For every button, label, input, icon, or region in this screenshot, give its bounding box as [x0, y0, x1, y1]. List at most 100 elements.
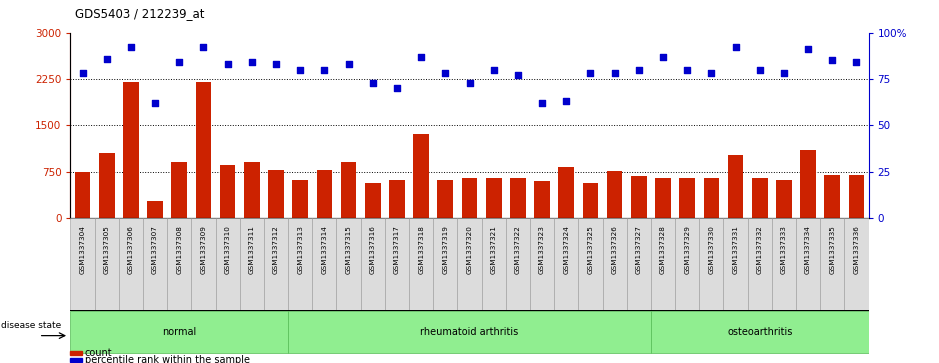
Text: rheumatoid arthritis: rheumatoid arthritis: [421, 327, 518, 337]
Bar: [820, 218, 844, 310]
Point: [123, 45, 138, 50]
Bar: [631, 176, 647, 218]
Bar: [70, 218, 95, 310]
Text: GSM1337320: GSM1337320: [467, 225, 472, 274]
Bar: [147, 200, 163, 218]
Bar: [167, 218, 192, 310]
Point: [390, 85, 405, 91]
Point: [534, 100, 549, 106]
Bar: [433, 218, 457, 310]
Text: GSM1337329: GSM1337329: [685, 225, 690, 274]
Bar: [534, 181, 550, 218]
Bar: [365, 183, 380, 218]
Bar: [728, 155, 744, 218]
Bar: [119, 218, 143, 310]
Point: [752, 67, 767, 73]
Point: [220, 61, 235, 67]
Point: [269, 61, 284, 67]
Bar: [679, 178, 695, 218]
Point: [196, 45, 211, 50]
Bar: [244, 162, 260, 218]
Text: GSM1337331: GSM1337331: [732, 225, 739, 274]
Bar: [607, 171, 623, 218]
Bar: [700, 218, 723, 310]
Bar: [559, 167, 574, 218]
Point: [583, 70, 598, 76]
Text: GSM1337318: GSM1337318: [418, 225, 424, 274]
Bar: [95, 218, 119, 310]
Bar: [578, 218, 603, 310]
Point: [728, 45, 743, 50]
Text: GSM1337325: GSM1337325: [588, 225, 593, 274]
Text: GSM1337319: GSM1337319: [442, 225, 448, 274]
Text: GSM1337324: GSM1337324: [563, 225, 569, 274]
Bar: [651, 218, 675, 310]
Bar: [269, 170, 284, 218]
Text: GSM1337310: GSM1337310: [224, 225, 231, 274]
Bar: [482, 218, 506, 310]
Bar: [99, 153, 115, 218]
Bar: [385, 218, 409, 310]
Point: [365, 80, 380, 86]
Bar: [438, 180, 454, 218]
Text: GSM1337328: GSM1337328: [660, 225, 666, 274]
Point: [316, 67, 331, 73]
Text: GSM1337314: GSM1337314: [321, 225, 328, 274]
Bar: [582, 183, 598, 218]
Point: [608, 70, 623, 76]
Bar: [413, 134, 429, 218]
Text: GSM1337306: GSM1337306: [128, 225, 134, 274]
Text: GSM1337316: GSM1337316: [370, 225, 376, 274]
Text: GSM1337336: GSM1337336: [854, 225, 859, 274]
Point: [511, 72, 526, 78]
Bar: [772, 218, 796, 310]
Point: [147, 100, 162, 106]
Bar: [70, 311, 288, 353]
Text: GSM1337305: GSM1337305: [103, 225, 110, 274]
Text: osteoarthritis: osteoarthritis: [727, 327, 793, 337]
Bar: [800, 150, 816, 218]
Bar: [626, 218, 651, 310]
Text: GSM1337313: GSM1337313: [298, 225, 303, 274]
Bar: [239, 218, 264, 310]
Bar: [70, 351, 82, 355]
Point: [438, 70, 453, 76]
Bar: [409, 218, 433, 310]
Text: GSM1337322: GSM1337322: [515, 225, 521, 274]
Text: GSM1337309: GSM1337309: [200, 225, 207, 274]
Point: [704, 70, 719, 76]
Point: [824, 57, 839, 63]
Text: normal: normal: [162, 327, 196, 337]
Text: percentile rank within the sample: percentile rank within the sample: [85, 355, 250, 363]
Text: GSM1337312: GSM1337312: [273, 225, 279, 274]
Text: GDS5403 / 212239_at: GDS5403 / 212239_at: [75, 7, 205, 20]
Bar: [651, 311, 869, 353]
Bar: [675, 218, 700, 310]
Bar: [313, 218, 336, 310]
Bar: [723, 218, 747, 310]
Text: GSM1337311: GSM1337311: [249, 225, 254, 274]
Text: GSM1337308: GSM1337308: [177, 225, 182, 274]
Bar: [462, 178, 477, 218]
Bar: [752, 178, 767, 218]
Bar: [264, 218, 288, 310]
Text: GSM1337326: GSM1337326: [611, 225, 618, 274]
Point: [462, 80, 477, 86]
Point: [680, 67, 695, 73]
Bar: [75, 171, 90, 218]
Point: [293, 67, 308, 73]
Point: [631, 67, 646, 73]
Point: [655, 54, 670, 60]
Bar: [172, 162, 187, 218]
Text: GSM1337304: GSM1337304: [80, 225, 85, 274]
Bar: [341, 162, 357, 218]
Bar: [288, 311, 651, 353]
Text: GSM1337334: GSM1337334: [805, 225, 811, 274]
Bar: [316, 170, 332, 218]
Text: GSM1337317: GSM1337317: [394, 225, 400, 274]
Text: GSM1337321: GSM1337321: [491, 225, 497, 274]
Bar: [70, 358, 82, 362]
Bar: [530, 218, 554, 310]
Bar: [796, 218, 820, 310]
Bar: [123, 82, 139, 218]
